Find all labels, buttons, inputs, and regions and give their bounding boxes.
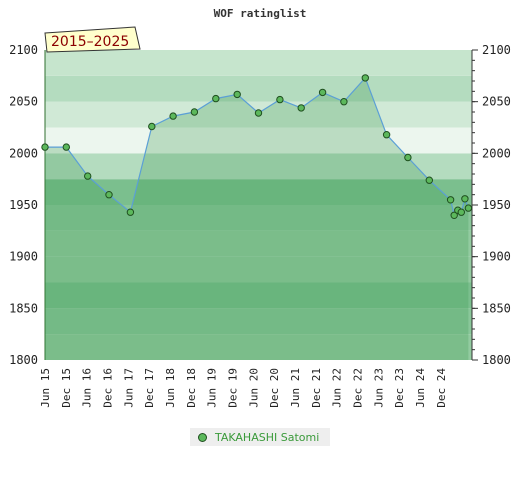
x-tick-jun-20: Jun 20	[247, 368, 260, 408]
x-tick-jun-24: Jun 24	[414, 368, 427, 408]
data-point-2018-12	[190, 108, 199, 116]
band-2075	[45, 50, 472, 76]
period-badge: 2015–2025	[44, 26, 141, 53]
band-1925	[45, 205, 472, 231]
y-tick-right-2050: 2050	[482, 95, 511, 109]
x-axis-ticks: Jun 15 Dec 15 Jun 16 Dec 16 Jun 17 Dec 17 Jun …	[39, 368, 448, 408]
y-tick-left-1950: 1950	[9, 198, 38, 212]
y-tick-left-1900: 1900	[9, 250, 38, 264]
x-tick-dec-18: Dec 18	[185, 368, 198, 408]
band-1875	[45, 256, 472, 283]
y-tick-right-1800: 1800	[482, 353, 511, 367]
data-point-2015-12	[62, 143, 71, 151]
x-tick-jun-16: Jun 16	[81, 368, 94, 408]
x-tick-jun-15: Jun 15	[39, 368, 52, 408]
x-tick-dec-17: Dec 17	[143, 368, 156, 408]
data-point-2016-06	[84, 172, 92, 180]
data-point-2019-06	[212, 94, 220, 103]
y-tick-right-1850: 1850	[482, 301, 511, 315]
y-tick-left-2050: 2050	[9, 95, 38, 109]
series-area	[45, 77, 469, 361]
band-1825	[45, 308, 472, 335]
x-tick-dec-19: Dec 19	[227, 368, 240, 408]
y-tick-left-1850: 1850	[9, 301, 38, 315]
data-point-2023-06	[382, 131, 391, 139]
data-point-2018-06	[169, 112, 177, 120]
data-point-2023-12	[404, 153, 412, 162]
data-point-2025-05	[464, 204, 473, 212]
band-1975	[45, 153, 472, 180]
y-tick-right-2000: 2000	[482, 146, 511, 160]
data-point-2017-12	[148, 122, 156, 131]
rating-bands	[45, 50, 472, 360]
y-tick-left-1800: 1800	[9, 353, 38, 367]
band-1800	[45, 334, 472, 360]
series-takahashi	[41, 74, 473, 361]
x-tick-jun-17: Jun 17	[122, 368, 135, 408]
band-1850	[45, 282, 472, 309]
period-badge-label: 2015–2025	[51, 34, 129, 50]
y-tick-right-1950: 1950	[482, 198, 511, 212]
y-tick-right-2100: 2100	[482, 43, 511, 57]
data-point-2021-12	[318, 88, 327, 97]
data-point-2025-03	[457, 208, 465, 216]
x-tick-jun-23: Jun 23	[372, 368, 385, 408]
x-tick-dec-23: Dec 23	[393, 368, 406, 408]
data-point-2016-12	[105, 191, 113, 199]
data-point-2024-12	[446, 196, 455, 204]
data-point-2025-01	[450, 211, 458, 220]
legend: TAKAHASHI Satomi	[190, 428, 330, 446]
x-tick-jun-21: Jun 21	[289, 368, 302, 408]
data-point-2020-06	[254, 109, 263, 117]
band-1900	[45, 230, 472, 257]
x-tick-jun-22: Jun 22	[331, 368, 344, 408]
x-tick-dec-21: Dec 21	[310, 368, 323, 408]
legend-label: TAKAHASHI Satomi	[215, 430, 320, 444]
x-tick-dec-16: Dec 16	[102, 368, 115, 408]
y-axis-ticks: 1800 1800 1850 1850 1900 1900 1950 1950 2000 2000…	[9, 43, 511, 367]
x-tick-dec-15: Dec 15	[60, 368, 73, 408]
data-point-2019-12	[233, 90, 241, 99]
y-tick-left-2000: 2000	[9, 146, 38, 160]
data-point-2020-12	[276, 95, 284, 104]
legend-marker	[198, 432, 207, 442]
band-2000	[45, 127, 472, 154]
data-point-2024-06	[425, 176, 433, 184]
y-tick-right-1900: 1900	[482, 250, 511, 264]
x-tick-dec-20: Dec 20	[268, 368, 281, 408]
x-tick-jun-18: Jun 18	[164, 368, 177, 408]
data-point-2021-06	[297, 104, 305, 112]
data-point-2025-04	[461, 195, 469, 203]
x-tick-dec-24: Dec 24	[435, 368, 448, 408]
x-tick-dec-22: Dec 22	[351, 368, 364, 408]
y-tick-left-2100: 2100	[9, 43, 38, 57]
data-point-2017-06	[126, 208, 135, 216]
data-point-2022-12	[361, 74, 369, 82]
band-2050	[45, 75, 472, 102]
chart-title: WOF ratinglist	[214, 7, 307, 20]
x-tick-jun-19: Jun 19	[206, 368, 219, 408]
data-point-2022-06	[340, 98, 348, 106]
data-point-2015-06	[41, 143, 49, 151]
